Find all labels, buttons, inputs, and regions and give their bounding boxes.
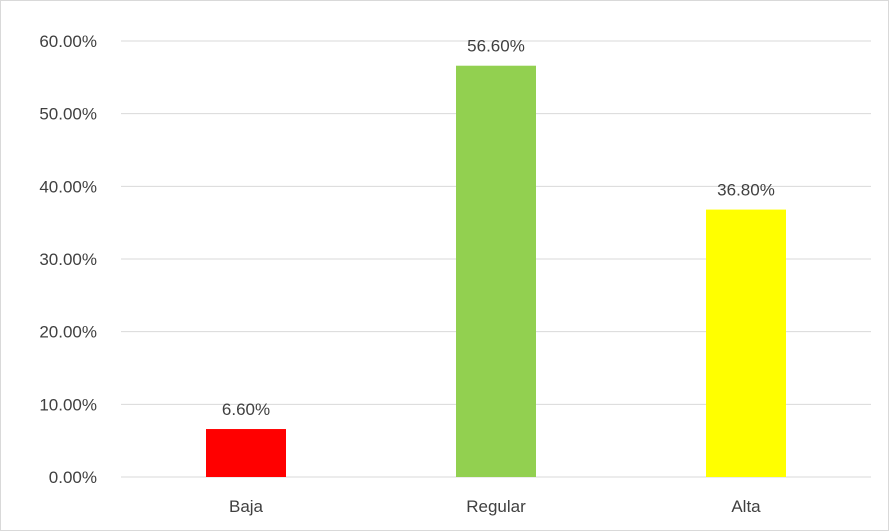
data-label: 6.60%: [222, 400, 270, 419]
bars: [206, 65, 786, 477]
data-label: 56.60%: [467, 37, 525, 56]
bar-baja: [206, 429, 286, 477]
y-tick-label: 40.00%: [39, 177, 97, 196]
data-labels: 6.60% 56.60% 36.80%: [222, 37, 775, 419]
y-tick-label: 30.00%: [39, 250, 97, 269]
x-tick-label: Alta: [731, 497, 761, 516]
x-tick-label: Regular: [466, 497, 526, 516]
y-tick-label: 60.00%: [39, 32, 97, 51]
y-tick-label: 20.00%: [39, 323, 97, 342]
bar-alta: [706, 209, 786, 477]
y-tick-label: 10.00%: [39, 395, 97, 414]
x-axis-tick-labels: Baja Regular Alta: [229, 497, 761, 516]
bar-regular: [456, 65, 536, 477]
x-tick-label: Baja: [229, 497, 264, 516]
data-label: 36.80%: [717, 181, 775, 200]
y-tick-label: 0.00%: [49, 468, 97, 487]
y-tick-label: 50.00%: [39, 105, 97, 124]
y-axis-tick-labels: 0.00% 10.00% 20.00% 30.00% 40.00% 50.00% 60.00…: [39, 32, 97, 487]
